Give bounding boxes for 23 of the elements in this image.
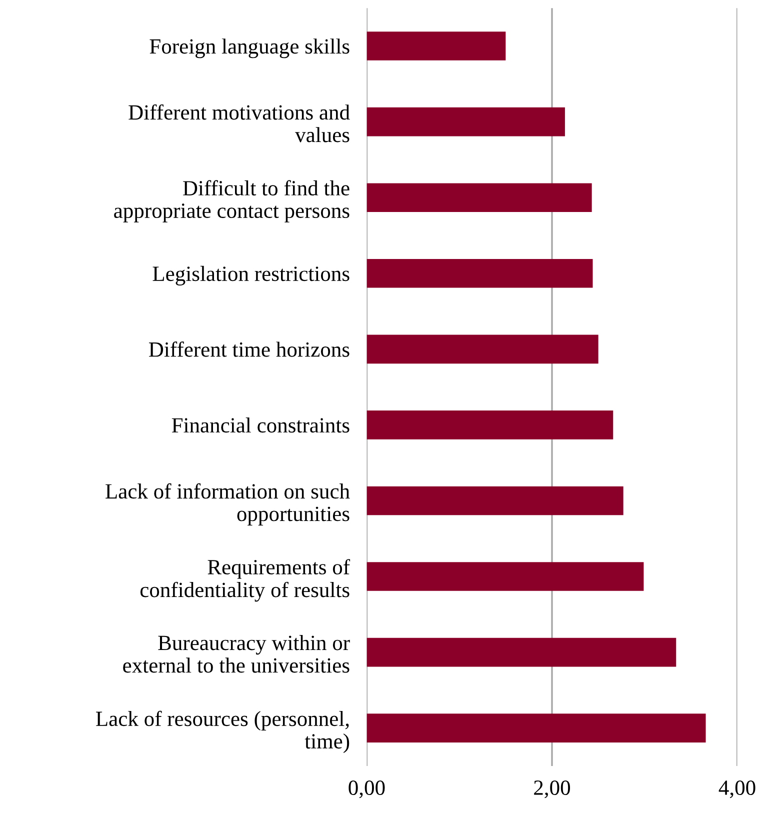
bar: [366, 107, 565, 136]
y-tick-label: Requirements of confidentiality of results: [140, 559, 350, 602]
y-tick-label: Foreign language skills: [150, 38, 350, 58]
y-tick-label: Legislation restrictions: [152, 266, 350, 286]
bar: [366, 486, 624, 516]
x-tick-label: 0,00: [348, 780, 385, 798]
x-tick-label: 4,00: [718, 780, 756, 798]
bar: [366, 183, 592, 212]
bar: [366, 334, 598, 364]
bar: [366, 410, 614, 440]
y-tick-label: Different time horizons: [148, 341, 350, 357]
y-tick-label: Different motivations and values: [128, 104, 350, 142]
y-tick-label: Financial constraints: [172, 417, 350, 433]
y-tick-label: Lack of information on such opportunities: [106, 483, 350, 526]
bar: [366, 562, 644, 591]
bar: [366, 714, 706, 742]
bar: [366, 638, 676, 667]
y-tick-label: Difficult to find the appropriate contact persons: [114, 180, 350, 222]
bar: [366, 32, 506, 60]
y-tick-label: Lack of resources (personnel, time): [96, 710, 350, 753]
x-tick-label: 2,00: [534, 780, 570, 798]
y-tick-label: Bureaucracy within or external to the universities: [123, 635, 350, 673]
bar: [366, 258, 593, 288]
